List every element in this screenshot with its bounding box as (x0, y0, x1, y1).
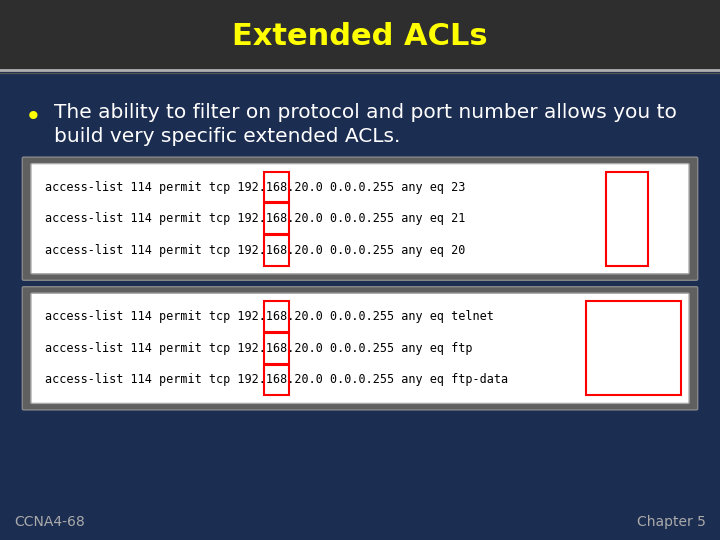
FancyBboxPatch shape (31, 164, 689, 274)
Bar (586, 301, 681, 395)
Text: access-list 114 permit tcp 192.168.20.0 0.0.0.255 any eq 23: access-list 114 permit tcp 192.168.20.0 … (45, 180, 466, 193)
Bar (264, 301, 289, 332)
Bar (606, 172, 648, 266)
FancyBboxPatch shape (31, 293, 689, 403)
Text: Chapter 5: Chapter 5 (636, 515, 706, 529)
Bar (264, 365, 289, 395)
Text: access-list 114 permit tcp 192.168.20.0 0.0.0.255 any eq ftp: access-list 114 permit tcp 192.168.20.0 … (45, 342, 473, 355)
Bar (264, 172, 289, 202)
FancyBboxPatch shape (22, 287, 698, 410)
Bar (264, 204, 289, 234)
Text: The ability to filter on protocol and port number allows you to: The ability to filter on protocol and po… (54, 103, 677, 122)
Text: access-list 114 permit tcp 192.168.20.0 0.0.0.255 any eq telnet: access-list 114 permit tcp 192.168.20.0 … (45, 310, 494, 323)
Bar (0, 0, 720, 70)
Text: •: • (25, 103, 42, 131)
Text: access-list 114 permit tcp 192.168.20.0 0.0.0.255 any eq 20: access-list 114 permit tcp 192.168.20.0 … (45, 244, 466, 257)
Bar (264, 333, 289, 363)
FancyBboxPatch shape (22, 157, 698, 280)
Text: Extended ACLs: Extended ACLs (232, 22, 488, 51)
Text: CCNA4-68: CCNA4-68 (14, 515, 85, 529)
Text: build very specific extended ACLs.: build very specific extended ACLs. (54, 127, 400, 146)
Text: access-list 114 permit tcp 192.168.20.0 0.0.0.255 any eq 21: access-list 114 permit tcp 192.168.20.0 … (45, 212, 466, 225)
Text: access-list 114 permit tcp 192.168.20.0 0.0.0.255 any eq ftp-data: access-list 114 permit tcp 192.168.20.0 … (45, 374, 508, 387)
Bar (264, 235, 289, 266)
